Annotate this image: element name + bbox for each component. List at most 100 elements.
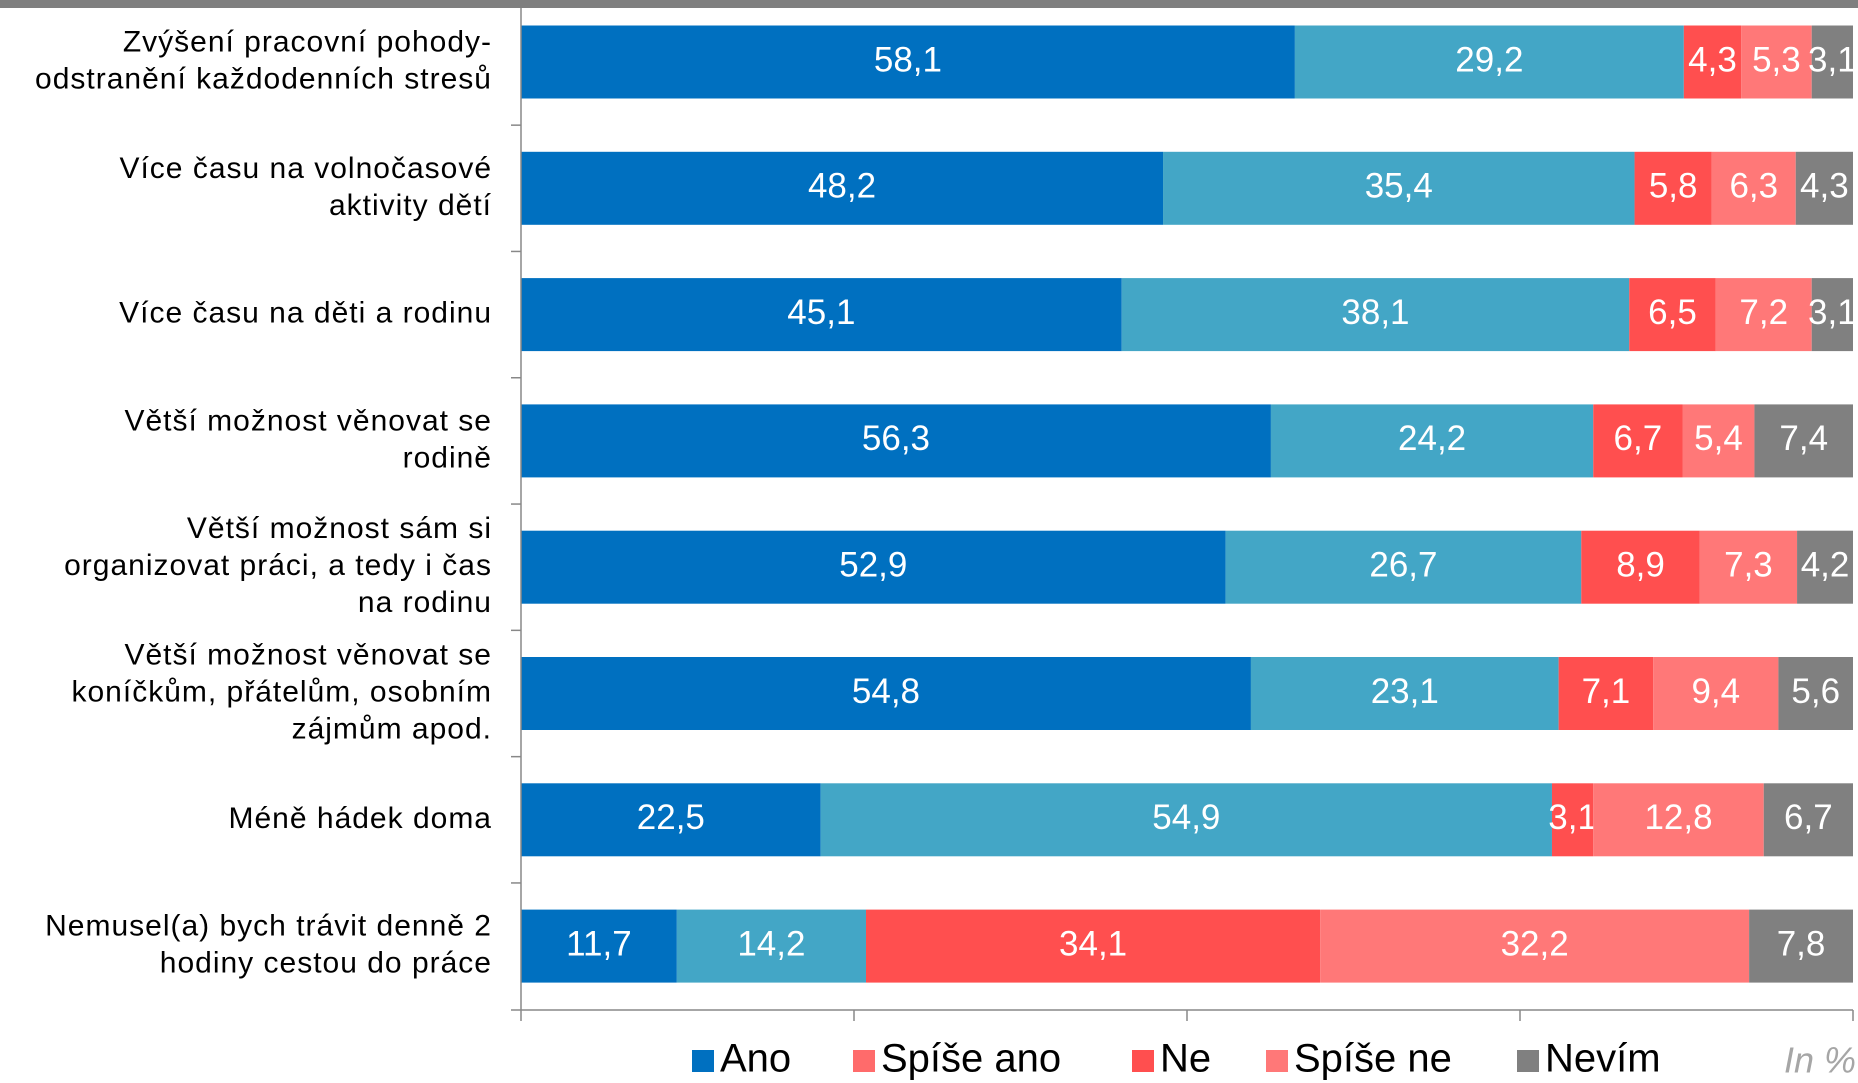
bar-segment	[1683, 25, 1742, 99]
bar-segment	[1811, 25, 1853, 99]
bar-segment	[521, 404, 1271, 478]
value-label: 3,1	[1548, 798, 1597, 837]
bar-segment	[1795, 151, 1853, 225]
value-label: 6,3	[1729, 167, 1778, 206]
bar-segment	[1699, 530, 1798, 604]
value-label: 6,7	[1784, 798, 1833, 837]
category-label: Nemusel(a) bych trávit denně 2 hodiny ces…	[45, 910, 492, 980]
value-label: 8,9	[1616, 545, 1665, 584]
value-label: 56,3	[862, 419, 930, 458]
category-label: Větší možnost sám si organizovat práci, a…	[64, 512, 492, 619]
bar-segment	[1593, 783, 1764, 857]
bar-segment	[1763, 783, 1853, 857]
bar-segment	[865, 909, 1321, 983]
value-label: 5,3	[1752, 40, 1801, 79]
bar-segment	[1270, 404, 1594, 478]
category-label: Zvýšení pracovní pohody-odstranění každo…	[35, 25, 492, 95]
legend-swatch	[692, 1050, 714, 1072]
bar-segment	[1653, 657, 1779, 730]
legend-label: Ne	[1160, 1037, 1211, 1081]
legend-swatch	[1132, 1050, 1154, 1072]
value-label: 7,1	[1582, 672, 1631, 711]
value-label: 23,1	[1371, 672, 1439, 711]
bar-segment	[1797, 530, 1853, 604]
bar-segment	[1558, 657, 1654, 730]
bar-segment	[1551, 783, 1594, 857]
bar-segment	[1741, 25, 1812, 99]
top-band	[0, 0, 1858, 8]
value-label: 14,2	[737, 924, 805, 963]
value-label: 54,8	[852, 672, 920, 711]
value-label: 7,8	[1777, 924, 1826, 963]
bar-segment	[1634, 151, 1712, 225]
value-label: 22,5	[637, 798, 705, 837]
bar-segment	[521, 25, 1295, 99]
bar-segment	[1749, 909, 1853, 983]
bar-segment	[521, 530, 1226, 604]
value-label: 58,1	[874, 40, 942, 79]
legend-swatch	[853, 1050, 875, 1072]
legend-label: Nevím	[1545, 1037, 1661, 1081]
legend-label: Spíše ne	[1294, 1037, 1452, 1081]
value-label: 4,3	[1688, 40, 1737, 79]
category-label: Více času na volnočasové aktivity dětí	[119, 152, 492, 222]
bar-segment	[1163, 151, 1635, 225]
bar-segment	[1711, 151, 1796, 225]
bar-segment	[1629, 278, 1716, 352]
bar-segment	[820, 783, 1552, 857]
bar-segment	[676, 909, 866, 983]
category-label: Méně hádek doma	[229, 802, 493, 835]
unit-note: In %	[1784, 1040, 1856, 1081]
value-label: 29,2	[1455, 40, 1523, 79]
value-label: 7,2	[1739, 293, 1788, 332]
bar-segment	[521, 278, 1122, 352]
value-label: 5,8	[1649, 167, 1698, 206]
value-label: 32,2	[1501, 924, 1569, 963]
value-label: 12,8	[1644, 798, 1712, 837]
value-label: 9,4	[1691, 672, 1740, 711]
value-label: 11,7	[566, 924, 632, 963]
value-label: 24,2	[1398, 419, 1466, 458]
bar-segment	[521, 783, 821, 857]
bar-segment	[1778, 657, 1853, 730]
category-label: Větší možnost věnovat se rodině	[124, 404, 492, 474]
value-label: 52,9	[839, 545, 907, 584]
value-label: 4,3	[1800, 167, 1849, 206]
value-label: 6,5	[1648, 293, 1697, 332]
value-label: 34,1	[1059, 924, 1127, 963]
bar-segment	[1754, 404, 1853, 478]
value-label: 7,4	[1779, 419, 1828, 458]
category-label: Větší možnost věnovat se koníčkům, přátel…	[71, 638, 492, 745]
value-label: 3,1	[1808, 293, 1857, 332]
value-label: 3,1	[1808, 40, 1857, 79]
bar-segment	[1715, 278, 1812, 352]
bar-segment	[1682, 404, 1755, 478]
bar-segment	[521, 909, 677, 983]
value-label: 4,2	[1801, 545, 1850, 584]
value-label: 6,7	[1614, 419, 1663, 458]
legend-swatch	[1517, 1050, 1539, 1072]
bar-segment	[1581, 530, 1700, 604]
value-label: 54,9	[1152, 798, 1220, 837]
legend-swatch	[1266, 1050, 1288, 1072]
bar-segment	[1121, 278, 1630, 352]
bar-segment	[1320, 909, 1750, 983]
bar-segment	[521, 151, 1164, 225]
value-label: 48,2	[808, 167, 876, 206]
value-label: 7,3	[1724, 545, 1773, 584]
bar-segment	[1811, 278, 1853, 352]
value-label: 35,4	[1365, 167, 1433, 206]
value-label: 5,6	[1791, 672, 1840, 711]
value-label: 26,7	[1369, 545, 1437, 584]
category-label: Více času na děti a rodinu	[119, 297, 492, 330]
bar-segment	[1294, 25, 1684, 99]
legend-label: Ano	[720, 1037, 791, 1081]
bar-segment	[521, 657, 1251, 730]
bar-segment	[1225, 530, 1582, 604]
legend-label: Spíše ano	[881, 1037, 1061, 1081]
value-label: 38,1	[1341, 293, 1409, 332]
bar-segment	[1250, 657, 1559, 730]
value-label: 5,4	[1694, 419, 1743, 458]
bar-segment	[1593, 404, 1683, 478]
